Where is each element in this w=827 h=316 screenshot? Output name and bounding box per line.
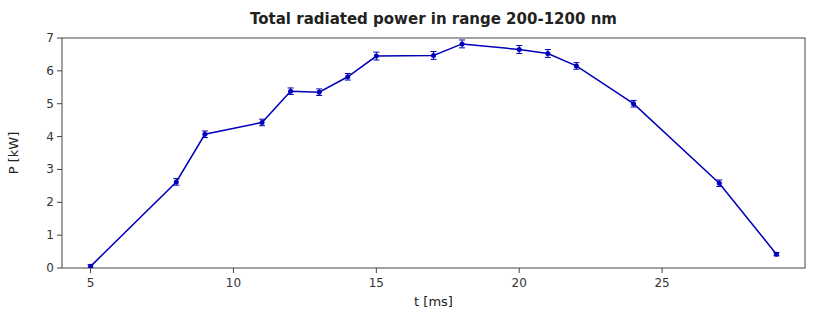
x-tick-label: 15 bbox=[369, 276, 384, 290]
chart-container: 5 10 15 20 25 0 1 2 3 4 5 6 7 Total radiated power in… bbox=[0, 0, 827, 316]
data-point bbox=[631, 101, 636, 106]
x-tick bbox=[233, 268, 234, 273]
x-tick-label: 20 bbox=[512, 276, 527, 290]
y-tick bbox=[57, 202, 62, 203]
y-tick bbox=[57, 136, 62, 137]
x-tick bbox=[662, 268, 663, 273]
data-point bbox=[517, 47, 522, 52]
y-tick-label: 1 bbox=[46, 228, 54, 242]
chart: 5 10 15 20 25 0 1 2 3 4 5 6 7 Total radiated power in… bbox=[0, 0, 827, 316]
y-tick bbox=[57, 103, 62, 104]
data-point bbox=[717, 181, 722, 186]
data-point bbox=[317, 90, 322, 95]
y-axis-label: P [kW] bbox=[6, 132, 21, 175]
y-tick-label: 7 bbox=[46, 31, 54, 45]
y-tick bbox=[57, 38, 62, 39]
x-tick-label: 25 bbox=[654, 276, 669, 290]
y-tick-label: 5 bbox=[46, 97, 54, 111]
data-point bbox=[260, 120, 265, 125]
error-bar bbox=[516, 46, 522, 54]
y-tick bbox=[57, 235, 62, 236]
y-tick-label: 3 bbox=[46, 162, 54, 176]
data-point bbox=[574, 63, 579, 68]
x-axis-label: t [ms] bbox=[414, 294, 453, 309]
x-tick-label: 10 bbox=[226, 276, 241, 290]
data-point bbox=[88, 264, 93, 268]
data-point bbox=[460, 41, 465, 46]
data-point bbox=[431, 53, 436, 58]
y-tick-label: 6 bbox=[46, 64, 54, 78]
x-tick bbox=[90, 268, 91, 273]
error-bar bbox=[773, 253, 779, 256]
error-bar bbox=[573, 63, 579, 70]
error-bar bbox=[459, 40, 465, 48]
y-tick-label: 4 bbox=[46, 130, 54, 144]
data-point bbox=[545, 51, 550, 56]
data-point bbox=[345, 74, 350, 79]
plot-frame bbox=[62, 38, 805, 268]
error-bar bbox=[88, 265, 94, 268]
y-tick bbox=[57, 70, 62, 71]
error-bar bbox=[373, 52, 379, 60]
error-bar bbox=[545, 50, 551, 58]
y-tick-label: 2 bbox=[46, 195, 54, 209]
y-tick bbox=[57, 169, 62, 170]
data-point bbox=[774, 252, 779, 257]
x-tick bbox=[519, 268, 520, 273]
data-line bbox=[91, 44, 777, 266]
data-group bbox=[88, 40, 780, 268]
title: Total radiated power in range 200-1200 n… bbox=[250, 10, 617, 28]
error-bar bbox=[431, 51, 437, 59]
x-tick-label: 5 bbox=[87, 276, 95, 290]
y-tick-label: 0 bbox=[46, 261, 54, 275]
data-point bbox=[202, 132, 207, 137]
x-tick bbox=[376, 268, 377, 273]
error-bar bbox=[316, 89, 322, 96]
data-point bbox=[374, 54, 379, 59]
data-point bbox=[288, 89, 293, 94]
data-point bbox=[174, 179, 179, 184]
y-tick bbox=[57, 268, 62, 269]
